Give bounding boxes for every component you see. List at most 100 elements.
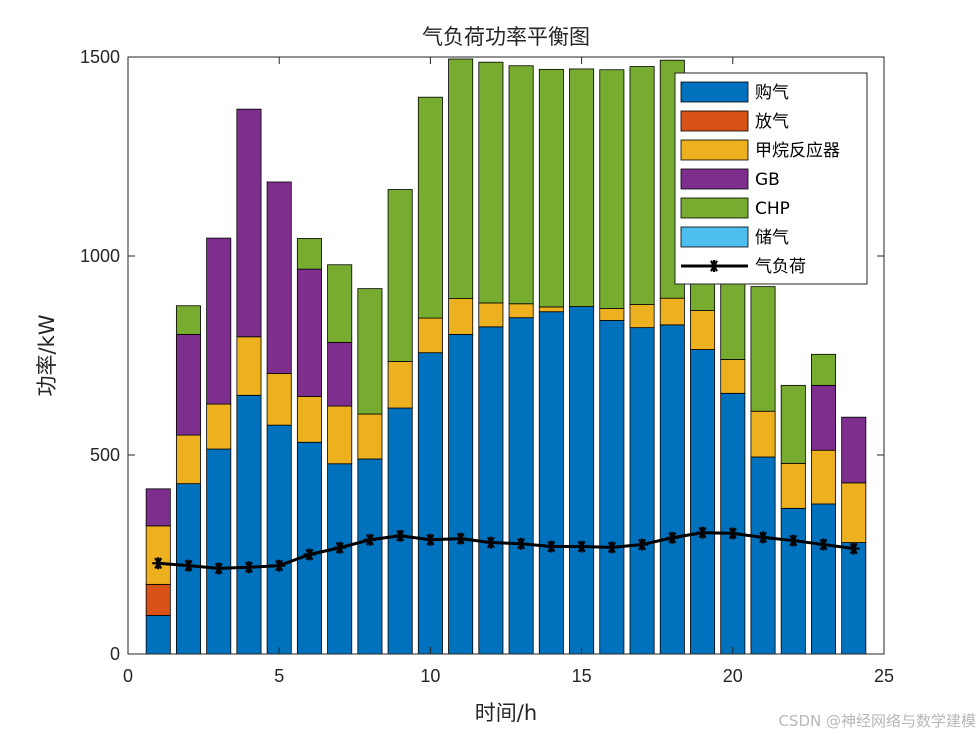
legend-swatch-5: [680, 197, 749, 219]
load-marker-hour-3: [212, 562, 225, 575]
bar-1-hour-18: [659, 324, 685, 655]
legend-swatch-4: [680, 168, 749, 190]
legend-label-3: 甲烷反应器: [755, 141, 840, 161]
y-tick-label: 1500: [80, 47, 120, 67]
bar-1-hour-10: [417, 352, 443, 655]
load-marker-hour-13: [515, 537, 528, 550]
legend-label-1: 购气: [755, 83, 789, 103]
bar-1-hour-3: [206, 448, 232, 655]
bar-4-hour-7: [327, 341, 353, 407]
bar-1-hour-15: [569, 306, 595, 655]
y-axis-label: 功率/kW: [35, 314, 59, 396]
bar-layer: [145, 58, 867, 655]
bar-4-hour-3: [206, 237, 232, 405]
bar-1-hour-22: [780, 507, 806, 655]
bar-3-hour-17: [629, 304, 655, 329]
x-axis: 0 5 10 15 20 25: [123, 57, 894, 686]
x-tick-label: 10: [420, 666, 440, 686]
legend-label-5: CHP: [755, 199, 790, 219]
bar-5-hour-22: [780, 384, 806, 464]
bar-5-hour-6: [296, 238, 322, 270]
bar-1-hour-13: [508, 317, 534, 655]
bar-1-hour-8: [357, 458, 383, 655]
bar-3-hour-3: [206, 403, 232, 450]
bar-5-hour-13: [508, 65, 534, 305]
bar-5-hour-17: [629, 66, 655, 305]
x-tick-label: 20: [723, 666, 743, 686]
bar-1-hour-19: [690, 349, 716, 655]
bar-3-hour-21: [750, 410, 776, 458]
bar-4-hour-1: [145, 488, 171, 527]
legend-label-4: GB: [755, 170, 780, 190]
load-marker-hour-9: [394, 529, 407, 542]
load-marker-hour-17: [636, 538, 649, 551]
load-marker-hour-1: [152, 557, 165, 570]
bar-1-hour-1: [145, 614, 171, 655]
y-axis: 0 500 1000 1500: [80, 47, 884, 664]
load-marker-hour-6: [303, 548, 316, 561]
bar-5-hour-8: [357, 288, 383, 415]
bar-2-hour-1: [145, 583, 171, 616]
legend-label-7: 气负荷: [755, 257, 806, 277]
x-axis-label: 时间/h: [475, 701, 537, 725]
bar-4-hour-4: [236, 108, 262, 338]
bar-3-hour-7: [327, 405, 353, 465]
load-marker-hour-4: [242, 561, 255, 574]
bar-1-hour-14: [538, 311, 564, 655]
load-marker-hour-20: [726, 527, 739, 540]
legend-label-2: 放气: [755, 112, 789, 132]
load-marker-hour-21: [757, 531, 770, 544]
bar-5-hour-7: [327, 264, 353, 343]
bar-5-hour-21: [750, 286, 776, 412]
bar-5-hour-23: [811, 353, 837, 386]
load-marker-hour-11: [454, 532, 467, 545]
load-marker-hour-8: [363, 533, 376, 546]
x-tick-label: 5: [274, 666, 284, 686]
bar-5-hour-15: [569, 68, 595, 307]
bar-3-hour-19: [690, 310, 716, 350]
bar-3-hour-23: [811, 449, 837, 505]
bar-5-hour-16: [599, 69, 625, 309]
bar-1-hour-7: [327, 463, 353, 655]
load-marker-hour-18: [666, 531, 679, 544]
load-marker-hour-2: [182, 559, 195, 572]
legend-label-6: 储气: [755, 228, 789, 248]
load-marker-hour-14: [545, 540, 558, 553]
bar-3-hour-14: [538, 306, 564, 313]
bar-3-hour-22: [780, 462, 806, 509]
bar-3-hour-20: [720, 359, 746, 394]
load-marker-hour-7: [333, 541, 346, 554]
x-tick-label: 0: [123, 666, 133, 686]
y-tick-label: 0: [110, 644, 120, 664]
bar-4-hour-2: [175, 334, 201, 436]
load-marker-hour-15: [575, 540, 588, 553]
load-marker-hour-19: [696, 526, 709, 539]
bar-3-hour-2: [175, 434, 201, 485]
bar-5-hour-12: [478, 61, 504, 304]
bar-1-hour-20: [720, 392, 746, 655]
bar-3-hour-13: [508, 303, 534, 319]
bar-3-hour-12: [478, 302, 504, 328]
chart-title: 气负荷功率平衡图: [422, 25, 590, 49]
bar-4-hour-6: [296, 268, 322, 397]
bar-1-hour-16: [599, 320, 625, 655]
legend-swatch-1: [680, 81, 749, 103]
bar-5-hour-11: [448, 58, 474, 299]
watermark: CSDN @神经网络与数学建模: [778, 712, 976, 730]
bar-1-hour-23: [811, 503, 837, 655]
load-marker-hour-10: [424, 533, 437, 546]
bar-1-hour-4: [236, 394, 262, 655]
bar-1-hour-21: [750, 456, 776, 655]
load-marker-hour-12: [484, 536, 497, 549]
bar-4-hour-5: [266, 181, 292, 374]
load-marker-hour-16: [605, 541, 618, 554]
legend-swatch-3: [680, 139, 749, 161]
bar-5-hour-10: [417, 96, 443, 319]
y-tick-label: 500: [90, 445, 120, 465]
bar-1-hour-6: [296, 441, 322, 655]
bar-1-hour-5: [266, 424, 292, 655]
bar-3-hour-24: [841, 482, 867, 543]
load-line: [158, 531, 854, 570]
